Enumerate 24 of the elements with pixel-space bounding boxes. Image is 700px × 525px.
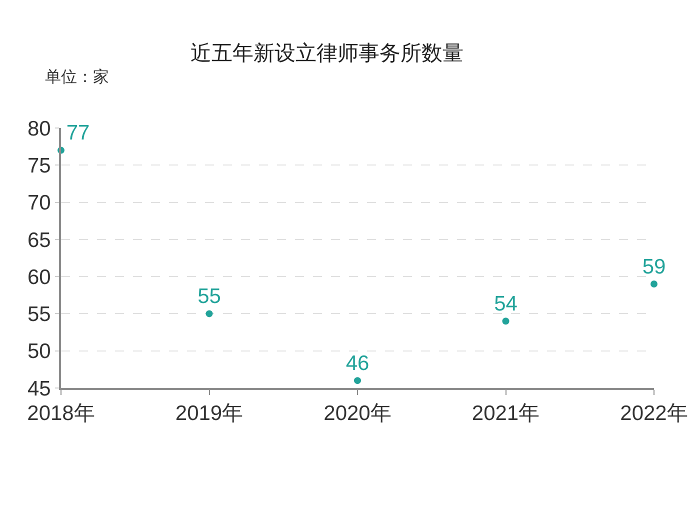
x-tick-label: 2021年: [472, 402, 540, 426]
point: [650, 280, 658, 288]
point: [354, 377, 361, 384]
data-label: 55: [198, 285, 221, 308]
data-label: 54: [494, 292, 518, 316]
point: [502, 318, 510, 325]
x-tick-label: 2020年: [324, 402, 392, 426]
chart-title: 近五年新设立律师事务所数量: [190, 42, 464, 65]
y-tick-label: 75: [27, 154, 51, 178]
x-tick-label: 2018年: [27, 402, 95, 426]
y-axis-title: 单位：家: [45, 68, 109, 86]
point: [206, 310, 213, 318]
y-tick-label: 70: [27, 192, 51, 215]
x-tick-label: 2022年: [620, 402, 688, 426]
y-tick-label: 65: [27, 228, 51, 252]
y-tick-label: 55: [27, 303, 51, 326]
data-label: 46: [346, 352, 370, 375]
data-label: 77: [66, 122, 90, 145]
y-tick-label: 45: [27, 377, 51, 400]
y-tick-label: 60: [27, 266, 51, 289]
y-tick-label: 80: [27, 117, 51, 140]
y-tick-label: 50: [27, 340, 51, 364]
x-tick-label: 2019年: [175, 402, 244, 426]
data-label: 59: [642, 255, 666, 278]
